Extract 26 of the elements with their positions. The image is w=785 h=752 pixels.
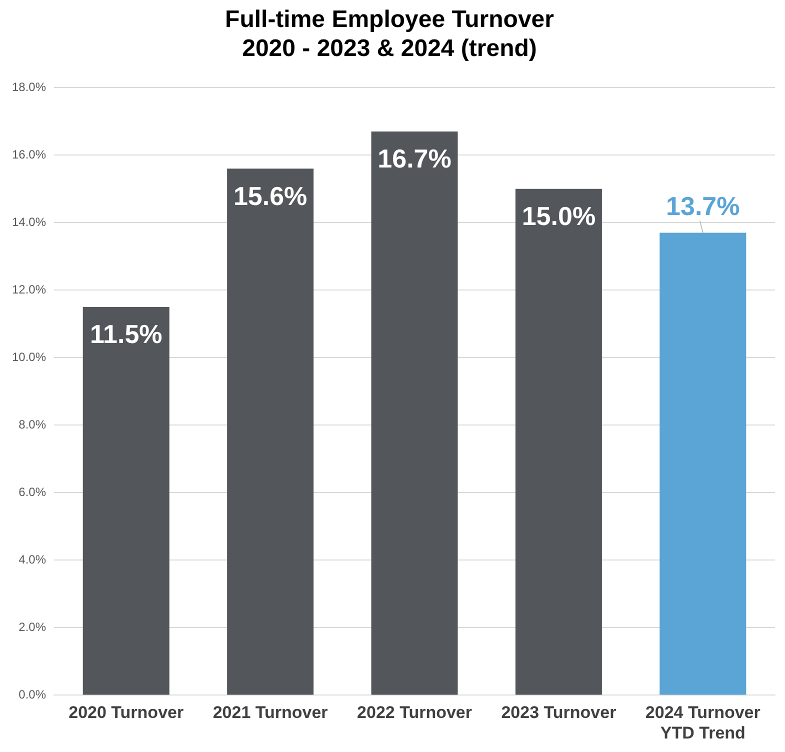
y-tick-label: 12.0% — [12, 282, 46, 296]
y-tick-label: 2.0% — [18, 620, 46, 634]
bar — [82, 307, 170, 695]
y-tick-label: 6.0% — [18, 484, 46, 499]
x-tick-label: 2020 Turnover — [68, 703, 184, 722]
data-label: 16.7% — [378, 144, 452, 174]
bar — [371, 131, 458, 695]
data-label: 13.7% — [666, 190, 740, 221]
data-label: 15.0% — [522, 201, 596, 232]
y-tick-label: 10.0% — [12, 350, 46, 364]
y-tick-label: 14.0% — [12, 214, 46, 229]
data-label: 11.5% — [90, 319, 162, 350]
x-tick-label: 2024 Turnover YTD Trend — [645, 703, 761, 742]
y-tick-label: 18.0% — [12, 80, 46, 94]
x-tick-label: 2022 Turnover — [357, 703, 472, 722]
y-tick-label: 16.0% — [12, 147, 46, 162]
bar — [227, 168, 314, 695]
bar — [660, 232, 746, 695]
y-tick-label: 8.0% — [18, 417, 46, 432]
y-tick-label: 0.0% — [18, 688, 46, 702]
y-tick-label: 4.0% — [18, 552, 46, 566]
x-tick-label: 2021 Turnover — [212, 703, 328, 722]
chart-title: Full-time Employee Turnover 2020 - 2023 & 2024 (trend) — [225, 6, 554, 62]
data-label: 15.6% — [233, 180, 308, 211]
bar — [515, 188, 602, 695]
x-tick-label: 2023 Turnover — [501, 703, 617, 722]
